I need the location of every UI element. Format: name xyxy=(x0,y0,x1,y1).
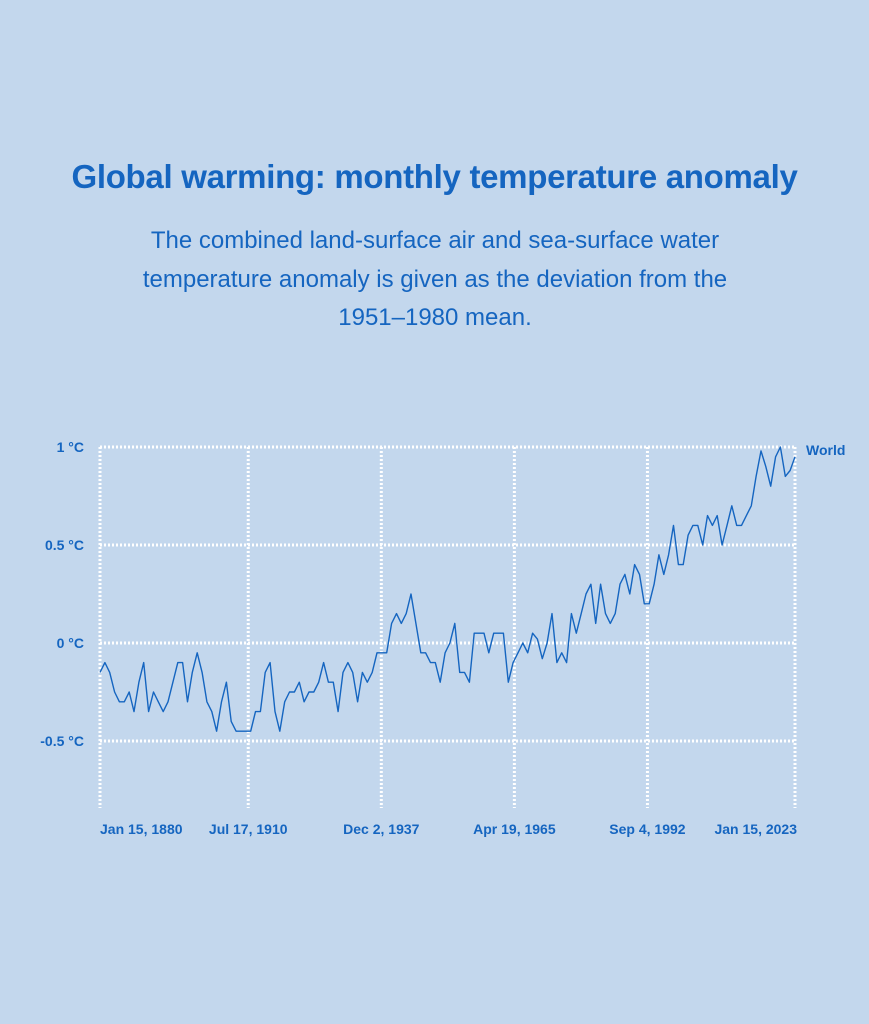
chart-title: Global warming: monthly temperature anom… xyxy=(71,158,798,195)
x-tick-label: Sep 4, 1992 xyxy=(609,821,685,837)
y-tick-label: 1 °C xyxy=(57,439,84,455)
series-line-world xyxy=(99,446,796,732)
x-tick-label: Apr 19, 1965 xyxy=(473,821,556,837)
y-tick-label: 0.5 °C xyxy=(45,537,84,553)
series-label: World xyxy=(806,442,845,458)
x-tick-label: Dec 2, 1937 xyxy=(343,821,419,837)
chart-subtitle: The combined land-surface air and sea-su… xyxy=(142,227,728,331)
x-tick-label: Jul 17, 1910 xyxy=(209,821,288,837)
y-tick-label: 0 °C xyxy=(57,635,84,651)
x-tick-label: Jan 15, 2023 xyxy=(714,821,797,837)
x-axis: Jan 15, 1880 Jul 17, 1910 Dec 2, 1937 Apr 1… xyxy=(100,821,797,837)
y-tick-label: -0.5 °C xyxy=(40,733,84,749)
x-tick-label: Jan 15, 1880 xyxy=(100,821,183,837)
grid xyxy=(98,445,797,808)
series-lines: World xyxy=(99,442,845,732)
y-axis: 1 °C 0.5 °C 0 °C -0.5 °C xyxy=(40,439,84,749)
